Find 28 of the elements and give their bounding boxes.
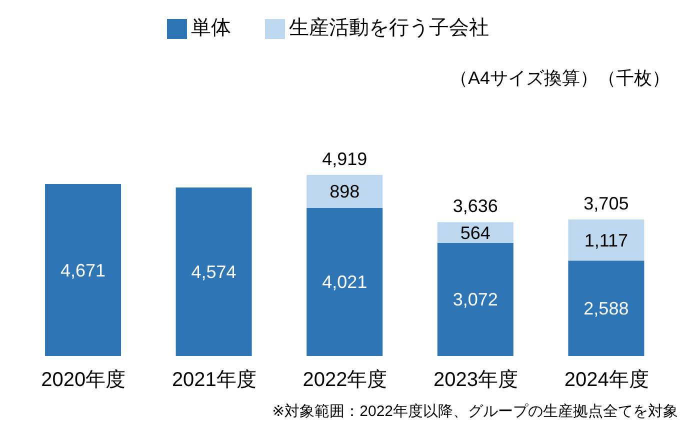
data-label: 4,574 (191, 262, 236, 282)
data-label: 4,671 (60, 260, 106, 280)
data-label: 564 (460, 222, 490, 243)
bar (568, 260, 644, 356)
bar (306, 174, 383, 208)
bar (437, 242, 514, 356)
bar (45, 184, 121, 356)
bar (568, 220, 644, 261)
x-tick-label: 2020年度 (41, 369, 126, 392)
legend-label: 単体 (191, 17, 231, 39)
data-label: 898 (330, 182, 360, 202)
data-label: 2,588 (584, 298, 629, 319)
total-label: 3,705 (584, 194, 629, 214)
text: ※対象範囲：2022年度以降、グループの生産拠点全てを対象 (272, 402, 678, 421)
data-label: 1,117 (584, 230, 628, 250)
x-tick-label: 2022年度 (302, 369, 388, 392)
legend-label: 生産活動を行う子会社 (289, 17, 489, 39)
total-label: 3,636 (452, 196, 498, 216)
chart-subtitle: （A4サイズ換算）（千枚） (450, 67, 670, 90)
bar (437, 222, 514, 243)
bar (176, 188, 252, 356)
x-tick-label: 2023年度 (434, 369, 518, 392)
x-tick-label: 2024年度 (564, 369, 649, 392)
x-tick-label: 2021年度 (172, 369, 256, 392)
total-label: 4,919 (322, 148, 368, 169)
data-label: 4,021 (322, 272, 368, 292)
bar (306, 208, 383, 356)
data-label: 3,072 (452, 290, 498, 310)
